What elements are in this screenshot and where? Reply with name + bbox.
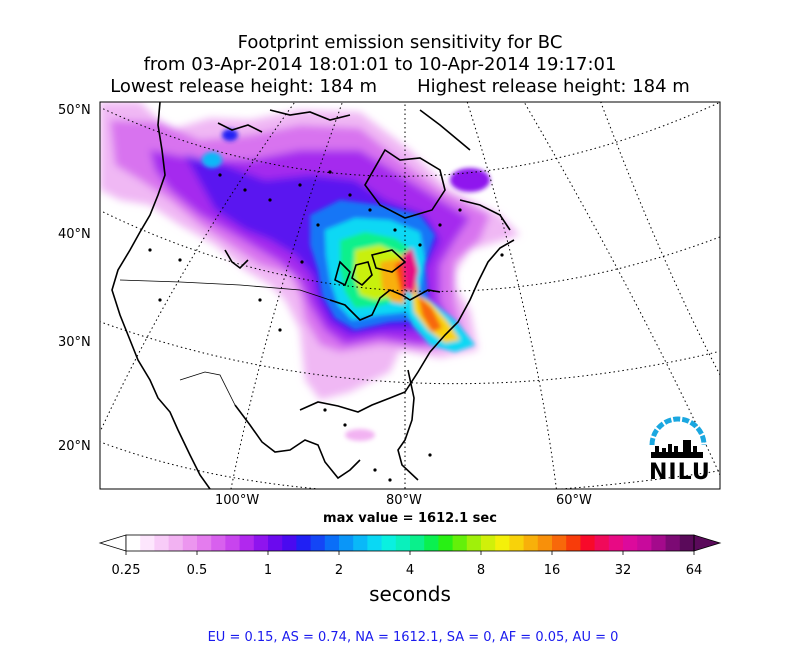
colorbar-cell: [225, 535, 241, 551]
colorbar-cell: [623, 535, 638, 551]
lat-label-30: 30°N: [58, 335, 91, 350]
borders: [119, 279, 331, 406]
max-value: max value = 1612.1 sec: [323, 511, 497, 526]
colorbar-cell: [353, 535, 368, 551]
colorbar-cell: [140, 535, 155, 551]
colorbar-cell: [466, 535, 482, 551]
cb-label-1: 0.5: [186, 563, 208, 578]
cb-label-7: 32: [614, 563, 632, 578]
colorbar-cell: [268, 535, 283, 551]
colorbar-unit: seconds: [369, 582, 451, 606]
colorbar-cell: [168, 535, 184, 551]
colorbar-cell: [566, 535, 581, 551]
colorbar-cell: [253, 535, 269, 551]
lon-label-100w: 100°W: [215, 493, 260, 508]
colorbar-cell: [182, 535, 198, 551]
region-totals: EU = 0.15, AS = 0.74, NA = 1612.1, SA = …: [207, 630, 619, 645]
colorbar-cell: [282, 535, 297, 551]
colorbar-cell: [310, 535, 326, 551]
cb-label-6: 16: [543, 563, 561, 578]
islands: [148, 170, 504, 482]
colorbar-cell: [395, 535, 411, 551]
colorbar-cell: [296, 535, 312, 551]
colorbar-cell: [665, 535, 681, 551]
colorbar-cell: [424, 535, 439, 551]
colorbar-max-extension: [693, 534, 722, 552]
cb-label-4: 4: [405, 563, 415, 578]
colorbar-cell: [197, 535, 212, 551]
lat-label-50: 50°N: [58, 103, 91, 118]
colorbar-cell: [637, 535, 652, 551]
cb-label-3: 2: [334, 563, 344, 578]
colorbar-cell: [154, 535, 170, 551]
colorbar-cell: [651, 535, 667, 551]
cb-label-0: 0.25: [111, 563, 141, 578]
plot-date-range: from 03-Apr-2014 18:01:01 to 10-Apr-2014…: [143, 54, 617, 75]
colorbar-cell: [552, 535, 567, 551]
colorbar-cell: [608, 535, 624, 551]
colorbar-cell: [523, 535, 539, 551]
colorbar-cell: [509, 535, 525, 551]
sensitivity-field: [100, 102, 520, 441]
colorbar-cell: [580, 535, 596, 551]
colorbar-ticks: [125, 551, 695, 555]
coastlines: [111, 102, 515, 489]
lon-label-60w: 60°W: [556, 493, 592, 508]
graticule: [100, 102, 720, 489]
colorbar-cell: [495, 535, 510, 551]
nilu-logo-text: NILU: [649, 460, 711, 485]
colorbar-cell: [452, 535, 468, 551]
nilu-logo: [649, 416, 707, 458]
cb-label-8: 64: [685, 563, 703, 578]
colorbar-cell: [381, 535, 397, 551]
footprint-map: [99, 101, 721, 490]
colorbar-cell: [438, 535, 454, 551]
colorbar-cell: [537, 535, 553, 551]
colorbar-cell: [239, 535, 255, 551]
colorbar-cell: [126, 535, 141, 551]
lat-label-40: 40°N: [58, 227, 91, 242]
map-frame: [99, 101, 721, 490]
colorbar-cell: [367, 535, 383, 551]
colorbar-cell: [324, 535, 340, 551]
colorbar: [98, 534, 722, 555]
colorbar-cell: [594, 535, 610, 551]
lowest-release-height: Lowest release height: 184 m: [110, 76, 377, 97]
cb-label-5: 8: [476, 563, 486, 578]
cb-label-2: 1: [263, 563, 273, 578]
plot-title: Footprint emission sensitivity for BC: [237, 32, 563, 53]
colorbar-cell: [679, 535, 695, 551]
lat-label-20: 20°N: [58, 439, 91, 454]
logo-arc: [649, 416, 707, 446]
highest-release-height: Highest release height: 184 m: [417, 76, 690, 97]
colorbar-min-extension: [98, 534, 127, 552]
colorbar-cell: [339, 535, 354, 551]
logo-skyline: [651, 440, 703, 458]
colorbar-cell: [211, 535, 226, 551]
release-heights: Lowest release height: 184 m Highest rel…: [0, 76, 800, 98]
colorbar-cells: [98, 534, 722, 552]
lon-label-80w: 80°W: [386, 493, 422, 508]
colorbar-cell: [410, 535, 425, 551]
colorbar-cell: [481, 535, 496, 551]
